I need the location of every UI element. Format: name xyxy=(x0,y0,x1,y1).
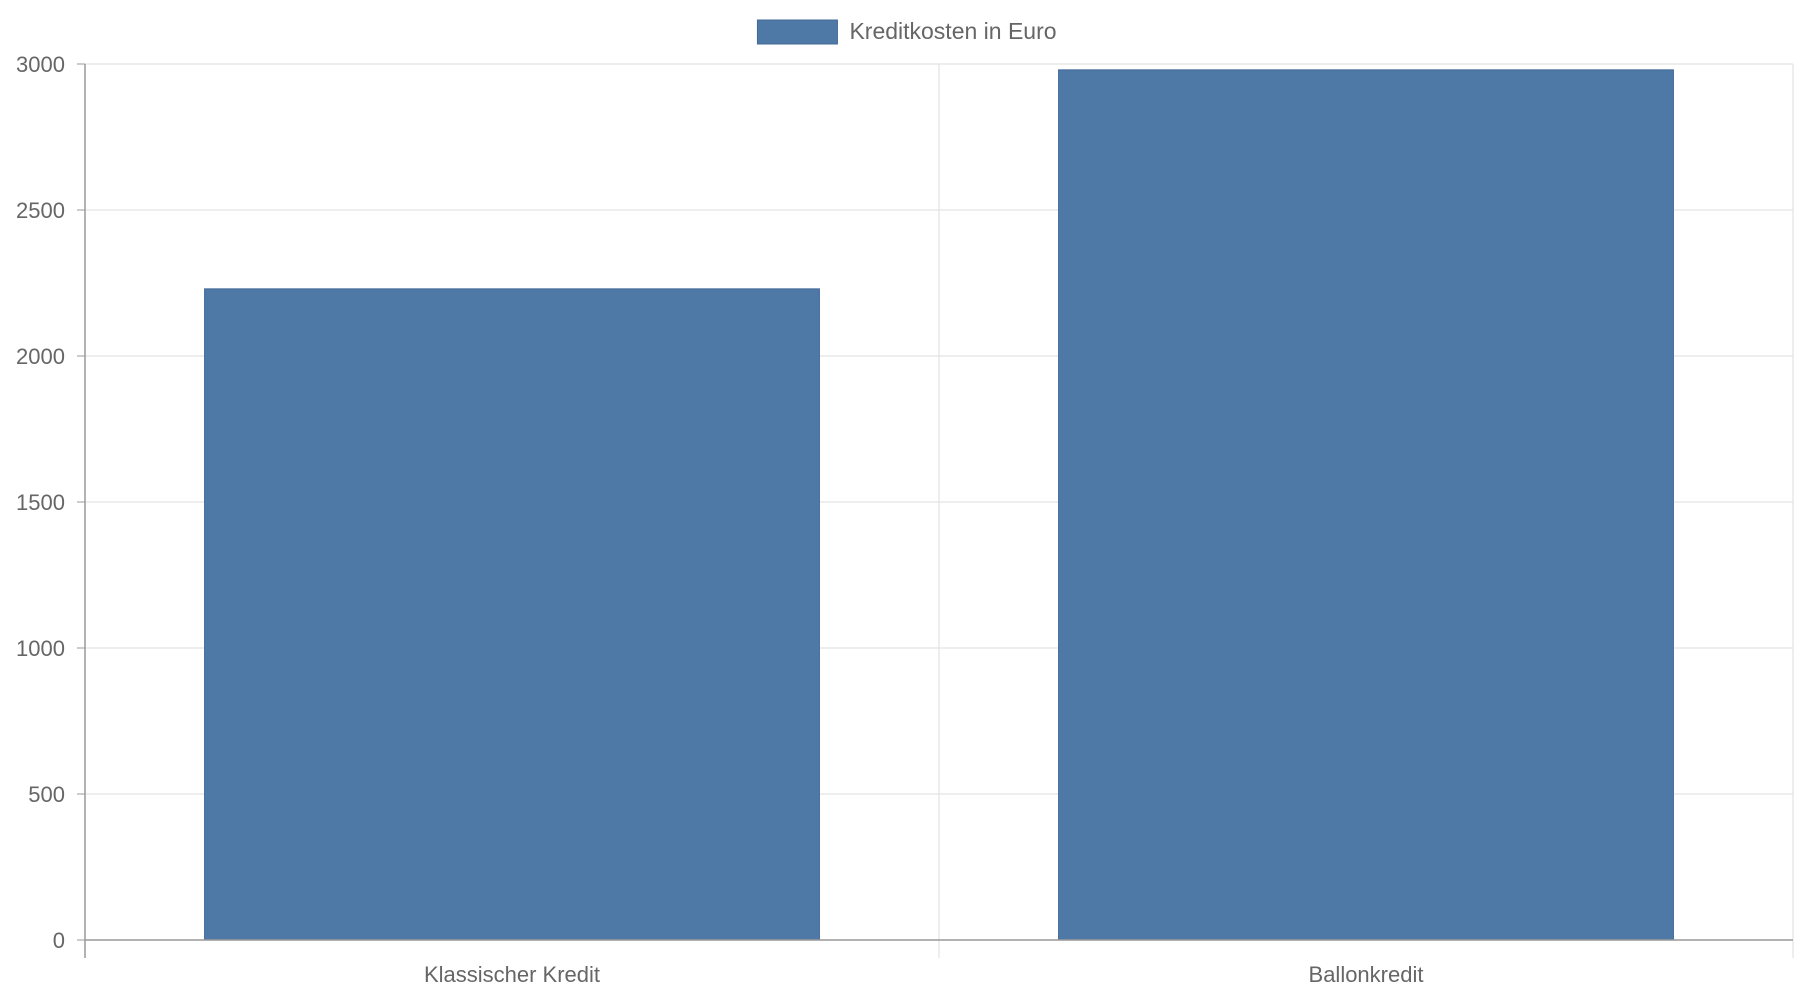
y-tick-label: 0 xyxy=(53,928,65,953)
y-tick-label: 2000 xyxy=(16,344,65,369)
y-tick-label: 2500 xyxy=(16,198,65,223)
y-tick-label: 3000 xyxy=(16,52,65,77)
bars xyxy=(204,69,1674,941)
legend-label[interactable]: Kreditkosten in Euro xyxy=(849,18,1056,44)
legend[interactable]: Kreditkosten in Euro xyxy=(756,18,1057,45)
y-tick-label: 500 xyxy=(28,782,65,807)
x-tick-label: Ballonkredit xyxy=(1309,962,1424,987)
bar[interactable] xyxy=(204,288,820,941)
legend-swatch[interactable] xyxy=(756,19,838,45)
x-tick-label: Klassischer Kredit xyxy=(424,962,600,987)
y-tick-label: 1500 xyxy=(16,490,65,515)
tick-labels: 0 500 1000 1500 2000 2500 3000 Klassischer Kred… xyxy=(16,52,1423,987)
axes xyxy=(77,63,1793,958)
y-tick-label: 1000 xyxy=(16,636,65,661)
bar[interactable] xyxy=(1058,69,1674,941)
